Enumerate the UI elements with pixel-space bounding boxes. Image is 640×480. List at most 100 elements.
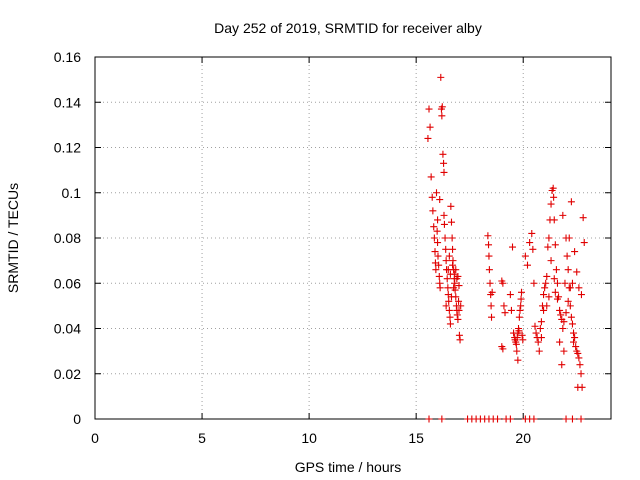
data-point	[436, 196, 444, 204]
data-point	[526, 239, 534, 247]
data-point	[562, 309, 570, 317]
data-point	[499, 279, 507, 287]
data-point	[448, 234, 456, 242]
data-point	[542, 279, 550, 287]
data-point	[485, 266, 493, 274]
data-point	[440, 211, 448, 219]
data-point	[506, 415, 514, 423]
data-point	[438, 112, 446, 120]
data-point	[445, 306, 453, 314]
x-tick-label: 0	[91, 430, 99, 446]
data-point	[535, 347, 543, 355]
data-point	[580, 239, 588, 247]
data-point	[447, 218, 455, 226]
data-point	[444, 266, 452, 274]
data-point	[454, 315, 462, 323]
data-point	[434, 239, 442, 247]
y-axis-label: SRMTID / TECUs	[5, 183, 21, 293]
tick-labels: 0 5 10 15 20 0 0.02 0.04 0.06 0.08 0.1 0.12 0.14 0.16	[54, 49, 531, 446]
data-point	[576, 361, 584, 369]
data-point	[552, 266, 560, 274]
data-point	[564, 266, 572, 274]
data-point	[566, 284, 574, 292]
data-point	[547, 200, 555, 208]
data-point	[513, 347, 521, 355]
data-point	[536, 325, 544, 332]
data-point	[440, 220, 448, 228]
y-tick-label: 0.06	[54, 275, 81, 291]
data-point	[446, 320, 454, 328]
data-point	[442, 245, 450, 253]
data-point	[450, 284, 458, 292]
chart-title: Day 252 of 2019, SRMTID for receiver alb…	[214, 20, 482, 36]
data-point	[438, 415, 446, 423]
data-point	[436, 284, 444, 292]
data-point	[515, 313, 523, 321]
x-tick-label: 15	[408, 430, 424, 446]
data-point	[565, 234, 573, 242]
data-point	[561, 279, 569, 287]
data-point	[445, 252, 453, 260]
data-point	[551, 241, 559, 249]
data-point	[568, 279, 576, 287]
data-point	[570, 338, 578, 346]
data-point	[540, 291, 548, 299]
data-point	[550, 275, 558, 283]
data-point	[559, 325, 567, 332]
data-point	[579, 214, 587, 222]
data-point	[428, 193, 436, 201]
grid	[95, 57, 611, 419]
data-point	[531, 322, 539, 330]
data-point	[456, 336, 464, 344]
data-point	[442, 257, 450, 265]
data-point	[499, 345, 507, 353]
data-point	[544, 243, 552, 251]
data-point	[516, 306, 524, 314]
data-point	[563, 252, 571, 260]
y-tick-label: 0.16	[54, 49, 81, 65]
data-point	[557, 311, 565, 319]
data-point	[577, 291, 585, 299]
data-point	[439, 150, 447, 158]
data-point	[484, 232, 492, 240]
data-point	[567, 313, 575, 321]
data-point	[454, 272, 462, 280]
data-point	[540, 306, 548, 314]
data-point	[571, 248, 579, 256]
data-point	[541, 284, 549, 292]
axis-ticks	[94, 56, 611, 420]
data-point	[551, 288, 559, 296]
data-point	[532, 329, 540, 337]
data-point	[452, 266, 460, 274]
data-point	[512, 340, 520, 348]
data-point	[560, 318, 568, 326]
data-point	[488, 288, 496, 296]
data-point	[445, 297, 453, 305]
y-tick-label: 0.04	[54, 321, 81, 337]
data-point	[577, 370, 585, 378]
data-points	[424, 73, 588, 423]
data-point	[447, 202, 455, 210]
data-point	[574, 349, 582, 357]
data-point	[455, 331, 463, 339]
data-point	[440, 168, 448, 176]
data-point	[426, 123, 434, 131]
y-tick-label: 0.12	[54, 140, 81, 156]
data-point	[455, 282, 463, 290]
data-point	[441, 234, 449, 242]
data-point	[506, 291, 514, 299]
data-point	[442, 302, 450, 310]
data-point	[550, 193, 558, 201]
y-tick-label: 0.08	[54, 230, 81, 246]
data-point	[447, 293, 455, 301]
data-point	[501, 309, 509, 317]
data-point	[518, 288, 526, 296]
data-point	[519, 336, 527, 344]
data-point	[433, 227, 441, 235]
data-point	[553, 295, 561, 303]
data-point	[549, 184, 557, 192]
data-point	[431, 248, 439, 256]
data-point	[488, 313, 496, 321]
data-point	[568, 415, 576, 423]
data-point	[500, 302, 508, 310]
